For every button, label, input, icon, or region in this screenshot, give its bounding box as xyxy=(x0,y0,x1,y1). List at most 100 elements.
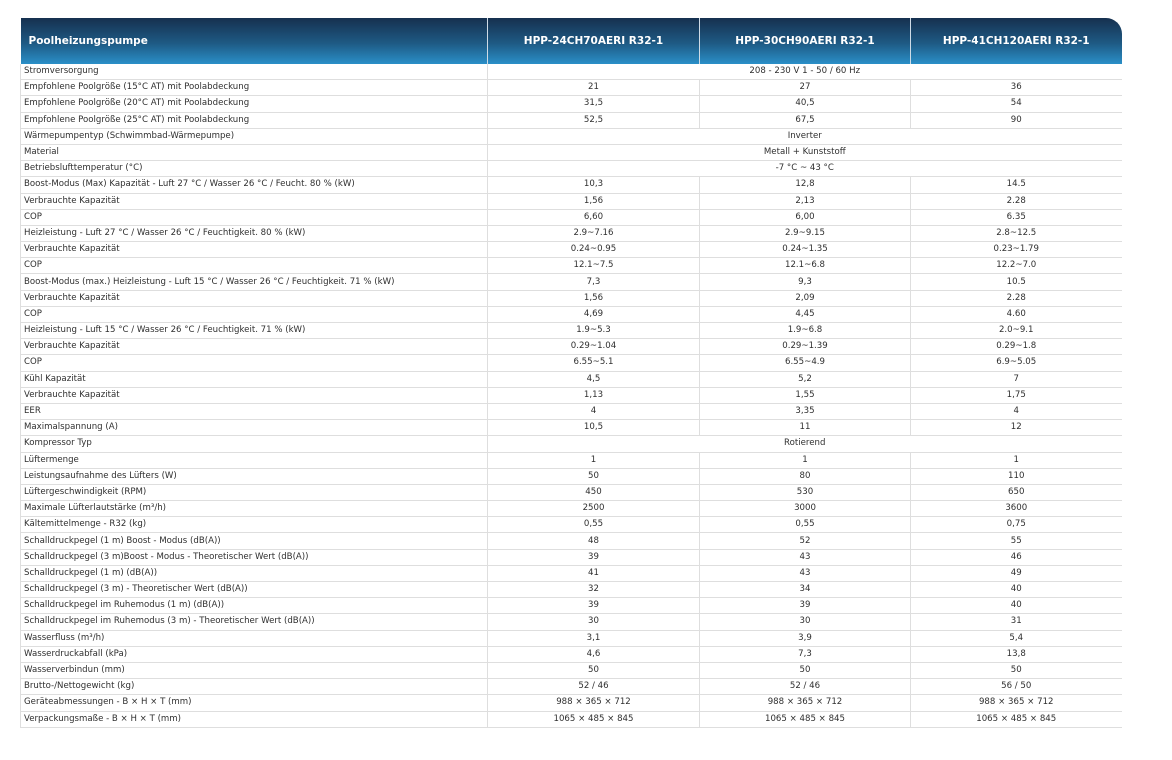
row-value-model-3: 0.23~1.79 xyxy=(910,241,1122,259)
row-value-model-2: 0.29~1.39 xyxy=(699,338,911,356)
row-value-model-3: 90 xyxy=(910,112,1122,129)
row-value-model-2: 27 xyxy=(699,79,911,97)
table-row: Wasserdruckabfall (kPa) 4,6 7,3 13,8 xyxy=(20,646,1122,663)
row-value-model-2: 39 xyxy=(699,597,911,615)
spec-table-container: Poolheizungspumpe HPP-24CH70AERI R32-1 H… xyxy=(20,18,1122,728)
table-row: COP 12.1~7.5 12.1~6.8 12.2~7.0 xyxy=(20,257,1122,275)
row-value-model-1: 50 xyxy=(487,468,700,485)
row-label: Boost-Modus (max.) Heizleistung - Luft 1… xyxy=(20,273,488,291)
row-value-model-2: 43 xyxy=(699,565,911,583)
row-label: Empfohlene Poolgröße (20°C AT) mit Poola… xyxy=(20,95,488,113)
row-value-model-3: 12 xyxy=(910,419,1122,437)
table-row: Wasserverbindun (mm) 50 50 50 xyxy=(20,662,1122,680)
row-value-model-1: 4,6 xyxy=(487,646,700,663)
table-row: COP 6.55~5.1 6.55~4.9 6.9~5.05 xyxy=(20,354,1122,372)
row-value-all-models: -7 °C ~ 43 °C xyxy=(487,160,1122,178)
row-value-model-3: 650 xyxy=(910,484,1122,502)
row-value-model-3: 50 xyxy=(910,662,1122,680)
row-value-all-models: 208 - 230 V 1 - 50 / 60 Hz xyxy=(487,64,1122,81)
row-value-model-3: 5,4 xyxy=(910,630,1122,647)
row-value-model-3: 3600 xyxy=(910,500,1122,518)
row-value-model-2: 4,45 xyxy=(699,306,911,324)
table-row: Betriebslufttemperatur (°C) -7 °C ~ 43 °C xyxy=(20,160,1122,178)
row-value-model-2: 12,8 xyxy=(699,176,911,194)
table-row: Verpackungsmaße - B × H × T (mm) 1065 × 4… xyxy=(20,711,1122,728)
table-row: Stromversorgung 208 - 230 V 1 - 50 / 60 H… xyxy=(20,64,1122,81)
row-value-model-1: 0,55 xyxy=(487,516,700,534)
row-value-model-2: 50 xyxy=(699,662,911,680)
row-value-model-1: 450 xyxy=(487,484,700,502)
row-value-model-2: 3,35 xyxy=(699,403,911,421)
row-value-all-models: Rotierend xyxy=(487,435,1122,453)
row-value-model-3: 4.60 xyxy=(910,306,1122,324)
row-value-model-1: 4,69 xyxy=(487,306,700,324)
table-row: Schalldruckpegel im Ruhemodus (1 m) (dB(… xyxy=(20,597,1122,615)
spec-table: Poolheizungspumpe HPP-24CH70AERI R32-1 H… xyxy=(20,18,1122,728)
row-value-model-3: 40 xyxy=(910,597,1122,615)
row-value-model-2: 12.1~6.8 xyxy=(699,257,911,275)
table-row: Schalldruckpegel (1 m) (dB(A)) 41 43 49 xyxy=(20,565,1122,583)
row-label: Verbrauchte Kapazität xyxy=(20,193,488,210)
row-value-model-1: 41 xyxy=(487,565,700,583)
row-label: Verbrauchte Kapazität xyxy=(20,338,488,356)
row-label: Empfohlene Poolgröße (15°C AT) mit Poola… xyxy=(20,79,488,97)
row-value-model-2: 40,5 xyxy=(699,95,911,113)
table-row: COP 6,60 6,00 6.35 xyxy=(20,209,1122,226)
row-value-model-2: 7,3 xyxy=(699,646,911,663)
row-label: Lüftergeschwindigkeit (RPM) xyxy=(20,484,488,502)
row-value-model-2: 1,55 xyxy=(699,387,911,404)
row-label: Heizleistung - Luft 15 °C / Wasser 26 °C… xyxy=(20,322,488,340)
row-label: Schalldruckpegel im Ruhemodus (1 m) (dB(… xyxy=(20,597,488,615)
row-label: Schalldruckpegel (3 m) - Theoretischer W… xyxy=(20,581,488,599)
row-value-model-1: 1,56 xyxy=(487,193,700,210)
table-row: Schalldruckpegel im Ruhemodus (3 m) - Th… xyxy=(20,613,1122,631)
table-row: Verbrauchte Kapazität 1,13 1,55 1,75 xyxy=(20,387,1122,404)
row-value-model-2: 3000 xyxy=(699,500,911,518)
row-value-model-3: 988 × 365 × 712 xyxy=(910,694,1122,712)
row-value-model-1: 6.55~5.1 xyxy=(487,354,700,372)
row-value-model-3: 14.5 xyxy=(910,176,1122,194)
row-label: COP xyxy=(20,257,488,275)
row-value-model-1: 1065 × 485 × 845 xyxy=(487,711,700,728)
row-value-model-3: 36 xyxy=(910,79,1122,97)
row-value-model-3: 54 xyxy=(910,95,1122,113)
row-label: Verbrauchte Kapazität xyxy=(20,387,488,404)
row-label: Schalldruckpegel (3 m)Boost - Modus - Th… xyxy=(20,549,488,566)
row-value-model-1: 32 xyxy=(487,581,700,599)
table-row: Wärmepumpentyp (Schwimmbad-Wärmepumpe) In… xyxy=(20,128,1122,145)
row-value-model-3: 0,75 xyxy=(910,516,1122,534)
table-row: Wasserfluss (m³/h) 3,1 3,9 5,4 xyxy=(20,630,1122,647)
row-value-model-2: 2,09 xyxy=(699,290,911,307)
table-row: Leistungsaufnahme des Lüfters (W) 50 80 110 xyxy=(20,468,1122,485)
table-row: Lüftergeschwindigkeit (RPM) 450 530 650 xyxy=(20,484,1122,502)
table-row: Heizleistung - Luft 27 °C / Wasser 26 °C… xyxy=(20,225,1122,243)
row-value-model-3: 0.29~1.8 xyxy=(910,338,1122,356)
row-label: Verbrauchte Kapazität xyxy=(20,241,488,259)
header-model-2: HPP-30CH90AERI R32-1 xyxy=(699,18,911,64)
row-value-model-1: 21 xyxy=(487,79,700,97)
table-row: Verbrauchte Kapazität 0.24~0.95 0.24~1.35 0… xyxy=(20,241,1122,259)
row-value-model-2: 2.9~9.15 xyxy=(699,225,911,243)
row-value-model-1: 1.9~5.3 xyxy=(487,322,700,340)
row-value-model-2: 11 xyxy=(699,419,911,437)
row-label: Kompressor Typ xyxy=(20,435,488,453)
row-value-model-3: 6.35 xyxy=(910,209,1122,226)
row-value-model-2: 988 × 365 × 712 xyxy=(699,694,911,712)
row-value-model-2: 1.9~6.8 xyxy=(699,322,911,340)
row-value-model-2: 34 xyxy=(699,581,911,599)
row-value-model-3: 1065 × 485 × 845 xyxy=(910,711,1122,728)
table-row: Verbrauchte Kapazität 0.29~1.04 0.29~1.39 0… xyxy=(20,338,1122,356)
row-value-model-1: 50 xyxy=(487,662,700,680)
row-value-model-2: 0.24~1.35 xyxy=(699,241,911,259)
table-header-row: Poolheizungspumpe HPP-24CH70AERI R32-1 H… xyxy=(20,18,1122,64)
table-row: Boost-Modus (max.) Heizleistung - Luft 1… xyxy=(20,273,1122,291)
row-value-model-1: 2500 xyxy=(487,500,700,518)
row-label: Material xyxy=(20,144,488,162)
table-row: Schalldruckpegel (1 m) Boost - Modus (dB… xyxy=(20,532,1122,550)
row-value-model-3: 1,75 xyxy=(910,387,1122,404)
row-value-model-2: 6,00 xyxy=(699,209,911,226)
row-label: Lüftermenge xyxy=(20,452,488,469)
table-row: Kühl Kapazität 4,5 5,2 7 xyxy=(20,371,1122,388)
row-value-model-1: 52,5 xyxy=(487,112,700,129)
row-label: COP xyxy=(20,306,488,324)
